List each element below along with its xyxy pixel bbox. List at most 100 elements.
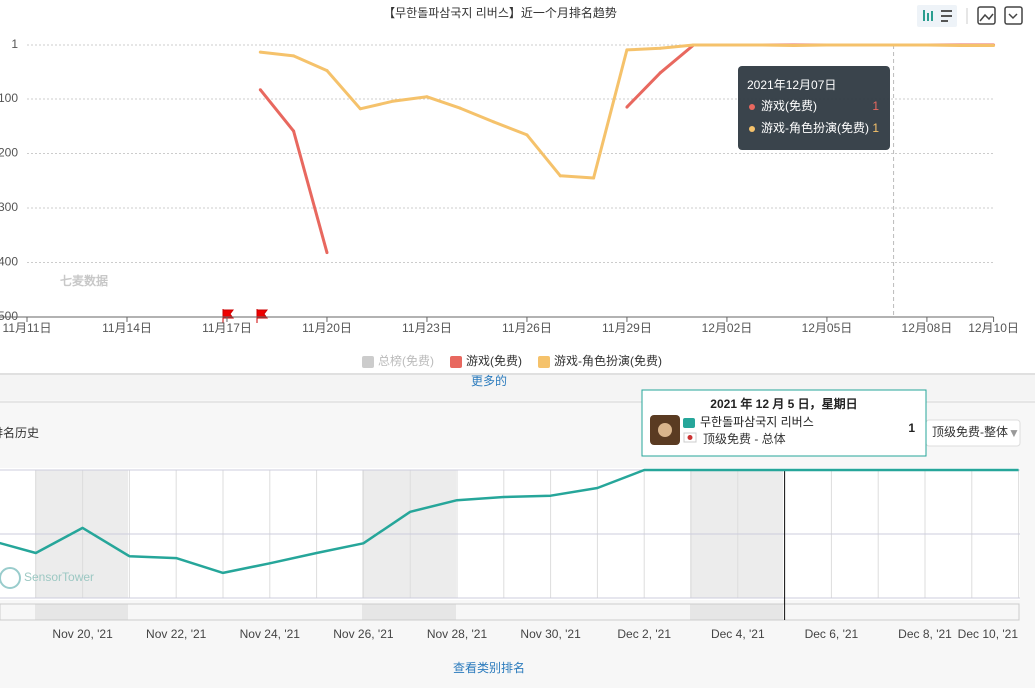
x-tick-label: Nov 26, '21 — [333, 627, 394, 641]
icon — [923, 10, 925, 21]
icon — [941, 10, 952, 12]
point — [925, 43, 929, 47]
flag-icon — [222, 309, 234, 323]
point — [258, 50, 262, 54]
tooltip — [738, 66, 890, 150]
point — [558, 174, 562, 178]
flag-mark — [687, 435, 693, 440]
point — [625, 105, 629, 109]
image-button[interactable] — [977, 6, 996, 25]
icon — [931, 11, 933, 21]
x-tick-label: 11月17日 — [202, 321, 252, 335]
x-tick-label: Nov 22, '21 — [146, 627, 207, 641]
x-tick-label: 12月02日 — [702, 321, 753, 335]
icon — [941, 20, 948, 22]
point — [292, 54, 296, 58]
x-tick-label: 11月14日 — [102, 321, 152, 335]
tooltip-title: 2021年12月07日 — [747, 78, 836, 92]
flag-icon — [256, 309, 268, 323]
watermark: SensorTower — [24, 570, 94, 584]
x-tick-label: Nov 24, '21 — [240, 627, 301, 641]
icon — [979, 13, 994, 22]
point — [525, 133, 529, 137]
x-tick-label: Dec 4, '21 — [711, 627, 765, 641]
download-button[interactable] — [1004, 6, 1023, 25]
point — [292, 129, 296, 133]
tooltip-app: 무한돌파삼국지 리버스 — [700, 415, 814, 429]
icon — [1008, 13, 1018, 20]
point — [658, 71, 662, 75]
tooltip-dot — [749, 104, 755, 110]
app-icon-face — [658, 423, 672, 437]
legend-swatch — [450, 356, 462, 368]
toolbar — [917, 5, 1023, 27]
y-tick-label: 100 — [0, 91, 18, 105]
x-tick-label: 12月05日 — [802, 321, 853, 335]
tooltip-label: 游戏(免费) — [761, 98, 817, 113]
point — [958, 44, 962, 48]
x-tick-label: Nov 28, '21 — [427, 627, 488, 641]
point — [492, 120, 496, 124]
series-line — [0, 468, 1019, 575]
y-tick-label: 400 — [0, 255, 18, 269]
x-tick-label: 11月26日 — [502, 321, 552, 335]
point — [758, 43, 762, 47]
weekend-band — [35, 604, 128, 620]
point — [325, 251, 329, 255]
point — [692, 43, 696, 47]
point — [392, 99, 396, 103]
legend-label: 总榜(免费) — [378, 353, 434, 368]
point — [325, 69, 329, 73]
legend-swatch — [362, 356, 374, 368]
point — [792, 44, 796, 48]
tooltip-label: 游戏-角色扮演(免费) — [761, 120, 869, 135]
y-tick-label: 300 — [0, 200, 18, 214]
tooltip-value: 1 — [872, 99, 879, 113]
icon — [927, 13, 929, 21]
x-tick-label: 11月23日 — [402, 321, 452, 335]
tooltip-value: 1 — [908, 421, 915, 435]
point — [858, 43, 862, 47]
section-title: 排名历史 — [0, 425, 39, 440]
tooltip-title: 2021 年 12 月 5 日，星期日 — [710, 396, 857, 411]
x-tick-label: Dec 6, '21 — [805, 627, 859, 641]
legend-label: 游戏(免费) — [466, 353, 522, 368]
point — [992, 44, 996, 48]
x-tick-label: Dec 10, '21 — [958, 627, 1019, 641]
x-tick-label: 12月08日 — [902, 321, 953, 335]
chart-title: 【무한돌파삼국지 리버스】近一个月排名趋势 — [383, 5, 617, 20]
point — [825, 43, 829, 47]
weekend-band — [690, 604, 783, 620]
y-tick-label: 500 — [0, 309, 18, 323]
x-tick-label: 11月20日 — [302, 321, 352, 335]
dropdown-caret: ▼ — [1008, 426, 1020, 440]
point — [358, 107, 362, 111]
series-swatch — [683, 418, 695, 428]
category-link[interactable]: 查看类别排名 — [453, 660, 525, 675]
legend-swatch — [538, 356, 550, 368]
point — [592, 176, 596, 180]
x-tick-label: 11月11日 — [3, 321, 52, 335]
x-tick-label: Nov 20, '21 — [52, 627, 113, 641]
x-tick-label: 11月29日 — [602, 321, 652, 335]
tooltip-dot — [749, 126, 755, 132]
watermark-logo — [0, 567, 21, 589]
point — [892, 43, 896, 47]
x-tick-label: 12月10日 — [968, 321, 1019, 335]
watermark: 七麦数据 — [60, 273, 108, 288]
more-link[interactable]: 更多的 — [471, 373, 507, 388]
point — [658, 46, 662, 50]
qimai-panel — [0, 0, 1035, 373]
weekend-band — [362, 604, 456, 620]
tooltip-store: 顶级免费 - 总体 — [703, 431, 786, 446]
point — [625, 48, 629, 52]
y-tick-label: 200 — [0, 146, 18, 160]
x-tick-label: Dec 2, '21 — [617, 627, 671, 641]
dropdown-label: 顶级免费-整体 — [932, 424, 1008, 439]
x-tick-label: Nov 30, '21 — [520, 627, 581, 641]
point — [258, 88, 262, 92]
x-tick-label: Dec 8, '21 — [898, 627, 952, 641]
point — [458, 106, 462, 110]
